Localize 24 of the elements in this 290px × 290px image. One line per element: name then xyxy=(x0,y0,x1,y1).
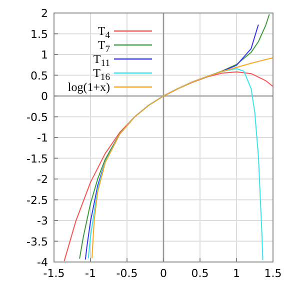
legend-label: T$_{11}$ xyxy=(93,52,110,69)
y-tick-label: -4 xyxy=(37,256,48,269)
x-tick-label: -0.5 xyxy=(116,267,138,280)
legend-label: T$_{4}$ xyxy=(98,24,110,41)
y-tick-label: -3.5 xyxy=(26,235,48,248)
y-tick-label: -1 xyxy=(37,132,48,144)
legend-label: T$_{16}$ xyxy=(93,66,110,83)
y-tick-label: 2 xyxy=(41,7,48,20)
legend-label: log(1+x) xyxy=(68,80,110,94)
y-tick-label: -3 xyxy=(37,214,48,228)
y-tick-label: -2 xyxy=(37,173,48,186)
y-tick-label: -2.5 xyxy=(26,194,48,207)
x-tick-label: 1.5 xyxy=(264,267,282,280)
legend-label: T$_{7}$ xyxy=(98,38,110,55)
y-tick-label: 1.5 xyxy=(30,28,48,41)
y-tick-label: -1.5 xyxy=(26,152,48,166)
x-tick-label: 0 xyxy=(160,267,167,280)
x-tick-label: 0.5 xyxy=(191,267,209,280)
y-tick-label: 1 xyxy=(41,48,48,62)
y-tick-label: 0 xyxy=(41,90,48,103)
x-tick-label: -1 xyxy=(85,267,96,280)
x-tick-label: 1 xyxy=(233,267,240,280)
y-tick-label: 0.5 xyxy=(30,69,48,82)
y-tick-label: -0.5 xyxy=(26,110,48,124)
